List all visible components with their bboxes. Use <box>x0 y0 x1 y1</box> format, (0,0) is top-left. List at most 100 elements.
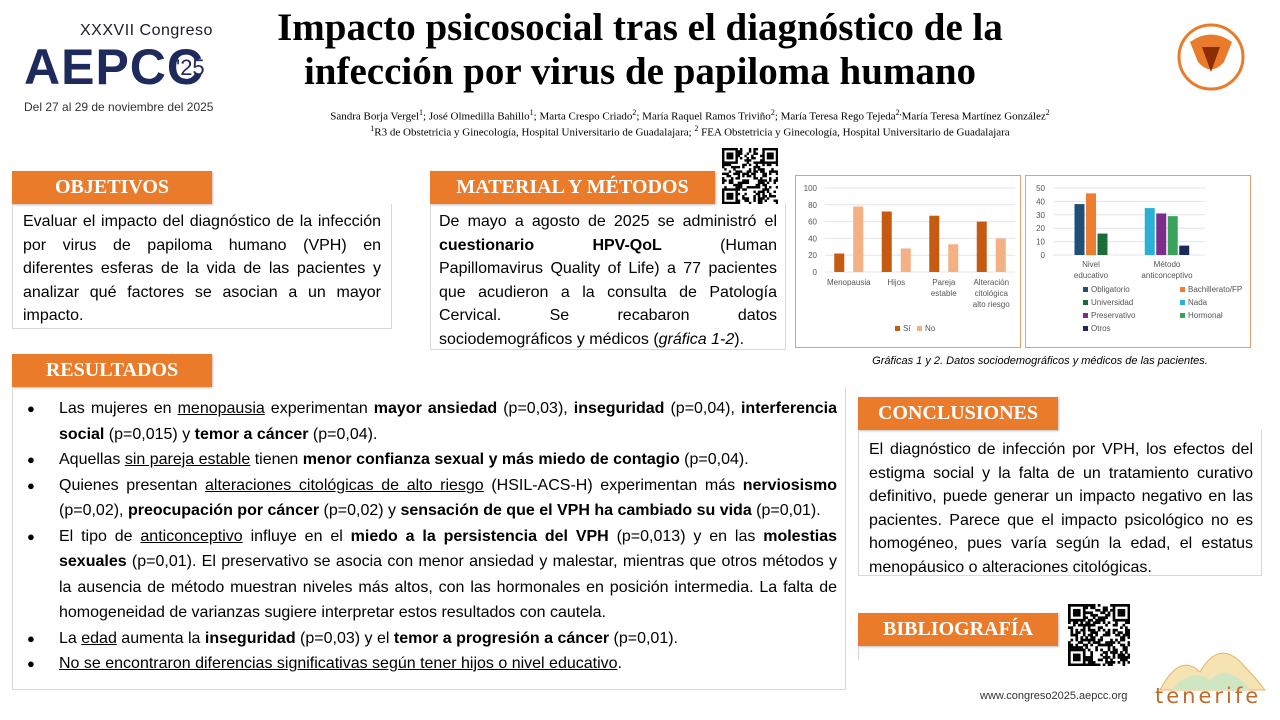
qr-module <box>1125 656 1128 659</box>
text-run: . <box>617 655 622 672</box>
qr-module <box>753 186 756 189</box>
qr-module <box>1107 641 1111 644</box>
qr-module <box>1097 626 1101 629</box>
qr-module <box>1115 648 1118 652</box>
section-heading: RESULTADOS <box>12 354 212 387</box>
qr-module <box>728 148 732 151</box>
qr-module <box>755 165 759 169</box>
qr-module <box>771 170 774 173</box>
qr-module <box>722 188 725 191</box>
qr-module <box>748 148 752 151</box>
qr-module <box>1117 611 1121 615</box>
qr-module <box>737 188 741 191</box>
qr-module <box>1082 648 1086 652</box>
x-tick-label: Hijos <box>887 278 905 287</box>
qr-module <box>1075 643 1079 647</box>
qr-module <box>722 192 725 196</box>
qr-module <box>1092 638 1096 642</box>
qr-module <box>1092 628 1096 632</box>
qr-module <box>722 152 725 155</box>
qr-module <box>766 188 770 191</box>
qr-module <box>748 168 752 171</box>
text-run: miedo a la persistencia del VPH <box>350 527 609 545</box>
qr-module <box>1080 638 1084 642</box>
qr-module <box>1077 646 1081 649</box>
qr-module <box>1068 621 1071 625</box>
bar <box>1074 204 1085 255</box>
qr-module <box>730 156 734 160</box>
qr-module <box>737 170 741 173</box>
qr-module <box>766 148 770 151</box>
qr-module <box>1070 628 1074 632</box>
qr-module <box>722 161 725 164</box>
paragraph: Evaluar el impacto del diagnóstico de la… <box>13 204 391 328</box>
qr-module <box>775 177 778 180</box>
qr-module <box>766 161 770 164</box>
qr-module <box>753 150 756 153</box>
qr-module <box>1122 643 1126 647</box>
qr-module <box>1075 633 1079 637</box>
text-run: sensación de que el VPH ha cambiado su v… <box>400 502 752 519</box>
qr-module <box>1105 613 1108 617</box>
qr-module <box>1087 618 1091 622</box>
text-run: Quienes presentan <box>59 476 206 494</box>
qr-module <box>1072 658 1076 662</box>
qr-module <box>735 148 738 151</box>
congress-label: XXXVII Congreso <box>80 22 213 39</box>
qr-module <box>1100 643 1103 647</box>
qr-module <box>1080 604 1084 607</box>
qr-module <box>1127 621 1130 625</box>
text-run: aumenta la <box>116 629 205 647</box>
qr-module <box>775 159 778 162</box>
qr-module <box>1120 651 1123 654</box>
qr-module <box>1125 651 1128 654</box>
legend-label: Bachillerato/FP <box>1188 285 1242 294</box>
sup: 1 <box>529 108 534 117</box>
qr-module <box>726 163 729 167</box>
qr-module <box>1117 656 1121 659</box>
qr-module <box>1107 611 1111 615</box>
qr-module <box>746 170 750 173</box>
qr-module <box>1122 656 1126 659</box>
qr-module <box>1105 631 1108 634</box>
qr-module <box>1117 613 1121 617</box>
qr-module <box>1097 616 1101 620</box>
qr-module <box>1080 636 1084 639</box>
qr-module <box>733 201 736 204</box>
qr-module <box>1115 651 1118 654</box>
qr-module <box>757 201 761 204</box>
text-run: gráfica 1-2 <box>658 330 735 348</box>
qr-module <box>1117 653 1121 657</box>
qr-module <box>735 201 738 204</box>
qr-module <box>1117 631 1121 634</box>
qr-module <box>1082 661 1086 664</box>
bar <box>1156 213 1167 255</box>
bar <box>995 238 1006 272</box>
qr-module <box>1102 606 1106 610</box>
qr-module <box>755 161 759 164</box>
qr-module <box>733 172 736 176</box>
qr-module <box>722 179 725 182</box>
qr-module <box>1085 621 1089 625</box>
qr-module <box>1125 658 1128 662</box>
qr-module <box>1082 658 1086 662</box>
qr-module <box>764 183 767 187</box>
legend-label: Hormonal <box>1188 311 1223 320</box>
qr-module <box>1120 643 1123 647</box>
society-logo <box>1177 23 1245 91</box>
qr-module <box>1085 623 1089 627</box>
qr-module <box>775 154 778 158</box>
qr-module <box>764 172 767 176</box>
qr-module <box>1072 621 1076 625</box>
qr-module <box>755 152 759 155</box>
qr-module <box>1068 618 1071 622</box>
qr-module <box>1112 631 1116 634</box>
qr-module <box>1077 663 1081 666</box>
qr-module <box>722 177 725 180</box>
legend-label: Obligatorio <box>1091 285 1130 294</box>
qr-module <box>1077 613 1081 617</box>
qr-module <box>1075 608 1079 612</box>
qr-module <box>1100 616 1103 620</box>
qr-module <box>766 156 770 160</box>
qr-module <box>1122 611 1126 615</box>
